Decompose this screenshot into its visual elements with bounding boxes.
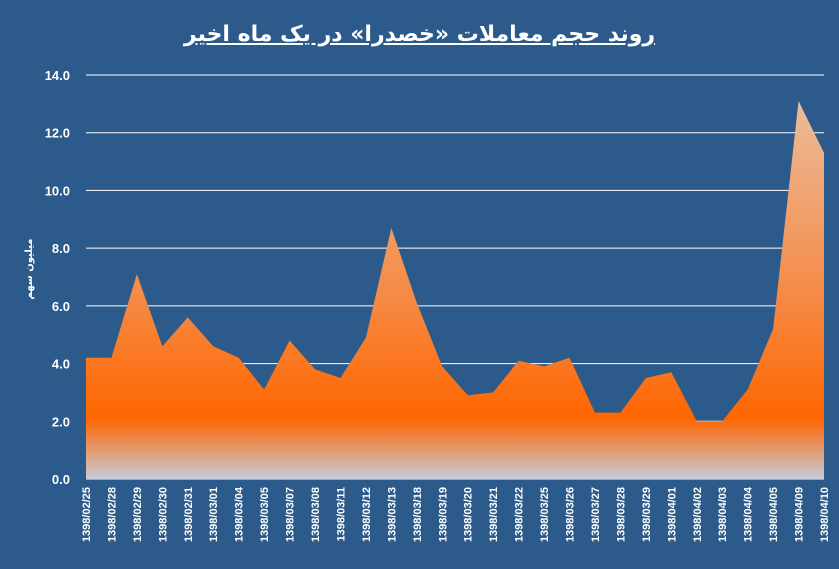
x-tick-label: 1398/04/02 bbox=[692, 487, 704, 542]
y-axis-label: میلیون سهم bbox=[24, 238, 35, 299]
y-tick-label: 14.0 bbox=[45, 68, 70, 83]
area-series bbox=[86, 100, 824, 479]
x-tick-label: 1398/03/25 bbox=[539, 487, 551, 542]
x-tick-label: 1398/04/09 bbox=[794, 487, 806, 542]
y-tick-label: 12.0 bbox=[45, 126, 70, 141]
x-tick-label: 1398/03/12 bbox=[361, 487, 373, 542]
y-tick-label: 8.0 bbox=[52, 241, 70, 256]
x-tick-labels: 1398/02/25 1398/02/28 1398/02/29 1398/02/30… bbox=[81, 486, 831, 542]
x-tick-label: 1398/03/08 bbox=[310, 487, 322, 542]
x-tick-label: 1398/02/30 bbox=[157, 487, 169, 542]
x-tick-label: 1398/03/20 bbox=[463, 487, 475, 542]
y-tick-label: 2.0 bbox=[52, 414, 70, 429]
x-tick-label: 1398/03/18 bbox=[412, 487, 424, 542]
chart-title: روند حجم معاملات «خصدرا» در یک ماه اخیر bbox=[183, 22, 656, 47]
x-tick-label: 1398/02/28 bbox=[106, 487, 118, 542]
x-tick-label: 1398/03/11 bbox=[335, 487, 347, 541]
x-tick-label: 1398/04/10 bbox=[819, 487, 831, 542]
x-tick-label: 1398/03/07 bbox=[285, 487, 297, 542]
x-tick-label: 1398/03/29 bbox=[641, 487, 653, 542]
x-tick-label: 1398/04/05 bbox=[768, 487, 780, 542]
x-tick-label: 1398/03/21 bbox=[488, 487, 500, 542]
y-tick-label: 6.0 bbox=[52, 299, 70, 314]
y-tick-label: 10.0 bbox=[45, 183, 70, 198]
area-layer bbox=[86, 100, 824, 479]
x-tick-label: 1398/04/04 bbox=[743, 486, 755, 542]
x-tick-label: 1398/03/04 bbox=[234, 486, 246, 542]
x-tick-label: 1398/03/27 bbox=[590, 487, 602, 542]
x-tick-label: 1398/04/01 bbox=[666, 487, 678, 542]
y-tick-label: 4.0 bbox=[52, 357, 70, 372]
x-tick-label: 1398/02/25 bbox=[81, 487, 93, 542]
x-tick-label: 1398/03/13 bbox=[386, 487, 398, 542]
x-tick-label: 1398/02/31 bbox=[183, 487, 195, 542]
y-tick-label: 0.0 bbox=[52, 472, 70, 487]
x-tick-label: 1398/03/22 bbox=[514, 487, 526, 542]
x-tick-label: 1398/03/05 bbox=[259, 487, 271, 542]
x-tick-label: 1398/03/26 bbox=[565, 487, 577, 542]
x-tick-label: 1398/04/03 bbox=[717, 487, 729, 542]
x-tick-label: 1398/03/01 bbox=[208, 487, 220, 542]
x-tick-label: 1398/03/28 bbox=[615, 487, 627, 542]
y-tick-labels: 0.0 2.0 4.0 6.0 8.0 10.0 12.0 14.0 bbox=[45, 68, 70, 487]
x-tick-label: 1398/02/29 bbox=[132, 487, 144, 542]
x-tick-label: 1398/03/19 bbox=[437, 487, 449, 542]
